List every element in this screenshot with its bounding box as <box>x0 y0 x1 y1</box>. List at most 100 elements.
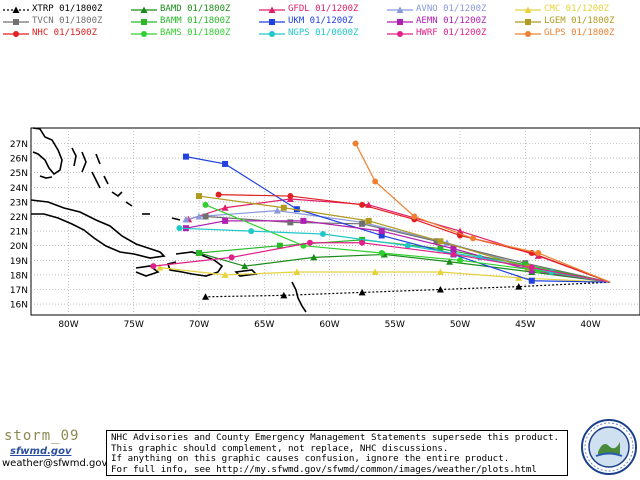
bahamas-island <box>81 151 87 173</box>
track-point <box>215 191 222 198</box>
disclaimer-box: NHC Advisories and County Emergency Mana… <box>106 430 568 476</box>
track-point <box>222 217 229 224</box>
sfwmd-seal-icon <box>581 419 637 475</box>
track-point <box>222 160 229 167</box>
track-point <box>287 219 294 226</box>
lon-label: 75W <box>124 320 144 330</box>
track-point <box>300 217 307 224</box>
track-point <box>450 245 457 252</box>
lat-label: 26N <box>10 155 28 165</box>
track-point <box>372 178 379 185</box>
track-point <box>437 238 444 245</box>
track-point <box>411 213 418 220</box>
lon-label: 55W <box>385 320 405 330</box>
legend-marker <box>13 19 19 25</box>
legend-swatch-icon <box>387 19 413 25</box>
legend-swatch-icon <box>259 19 285 25</box>
lat-label: 22N <box>10 213 28 223</box>
lon-label: 70W <box>189 320 209 330</box>
track-point <box>433 238 440 245</box>
track-point <box>280 204 287 211</box>
legend-swatch-icon <box>3 31 29 37</box>
legend-label: LGEM 01/1800Z <box>544 16 615 26</box>
track-hwrf <box>150 239 611 283</box>
track-point <box>358 288 366 296</box>
lat-label: 21N <box>10 228 28 238</box>
legend-swatch-icon <box>259 31 285 37</box>
track-cmc <box>156 264 611 283</box>
lon-label: 50W <box>450 320 470 330</box>
track-point <box>241 262 249 270</box>
track-point <box>437 245 444 252</box>
legend-swatch-icon <box>515 19 541 25</box>
bahamas-island <box>103 175 109 185</box>
track-line <box>205 281 611 298</box>
legend-label: UKM 01/1200Z <box>288 16 354 26</box>
legend-swatch-icon <box>387 31 413 37</box>
lat-label: 24N <box>10 184 28 194</box>
legend-label: BAMS 01/1800Z <box>160 28 231 38</box>
track-point <box>378 232 385 239</box>
track-point <box>276 242 283 249</box>
disclaimer-line: NHC Advisories and County Emergency Mana… <box>111 432 560 443</box>
bahamas-island <box>95 153 101 165</box>
bahamas-island <box>91 171 101 189</box>
legend-marker <box>524 6 532 13</box>
legend-label: CMC 01/1200Z <box>544 4 610 14</box>
track-point <box>470 235 477 242</box>
track-point <box>359 201 366 208</box>
track-point <box>515 283 523 290</box>
track-point <box>287 193 294 200</box>
florida-keys <box>39 175 53 179</box>
disclaimer-line[interactable]: For full info, see http://my.sfwmd.gov/s… <box>111 463 537 475</box>
puerto-rico-coastline <box>234 269 258 277</box>
lat-label: 25N <box>10 169 28 179</box>
disclaimer-line: This graphic should complement, not repl… <box>111 442 449 454</box>
lon-label: 40W <box>580 320 600 330</box>
track-point <box>195 213 203 220</box>
track-point <box>365 217 372 224</box>
legend-marker <box>141 19 147 25</box>
storm-track-map: 27N 26N 25N 24N 23N 22N 21N 20N 19N 18N 17N 16N 80W 7… <box>10 127 640 330</box>
track-point <box>306 239 313 246</box>
track-point <box>182 153 189 160</box>
lon-label: 60W <box>319 320 339 330</box>
lat-label: 20N <box>10 242 28 252</box>
track-point <box>196 250 202 256</box>
track-point <box>359 239 366 246</box>
legend-marker <box>13 31 19 37</box>
track-point <box>528 264 535 271</box>
lat-label: 27N <box>10 140 28 150</box>
track-ngps <box>176 225 611 283</box>
legend-label: AEMN 01/1200Z <box>416 16 487 26</box>
lat-label: 18N <box>10 271 28 281</box>
legend-marker <box>269 19 275 25</box>
track-point <box>515 274 523 281</box>
cuba-coastline <box>30 199 166 259</box>
contact-email[interactable]: weather@sfwmd.gov <box>2 458 108 469</box>
legend-marker <box>396 6 404 13</box>
legend-swatch-icon <box>3 19 29 25</box>
track-point <box>202 213 209 220</box>
legend-label: XTRP 01/1800Z <box>32 4 103 14</box>
legend-marker <box>397 31 403 37</box>
track-ukm <box>182 153 611 284</box>
forecast-tracks <box>150 140 611 300</box>
track-point <box>221 204 229 211</box>
track-xtrp <box>202 281 611 300</box>
legend-label: NHC 01/1500Z <box>32 28 98 38</box>
legend-marker <box>525 31 531 37</box>
legend-marker <box>397 19 403 25</box>
track-point <box>446 258 454 265</box>
legend-marker <box>268 6 276 13</box>
lat-label: 19N <box>10 257 28 267</box>
sfwmd-logo[interactable]: sfwmd.gov <box>10 446 72 457</box>
footer-branding: storm_09 sfwmd.gov weather@sfwmd.gov <box>2 428 108 472</box>
legend-marker <box>525 19 531 25</box>
florida-coastline <box>32 127 63 176</box>
track-line <box>198 239 611 283</box>
legend-label: GLPS 01/1800Z <box>544 28 615 38</box>
track-point <box>280 291 288 299</box>
track-point <box>202 293 210 300</box>
track-point <box>228 254 235 261</box>
